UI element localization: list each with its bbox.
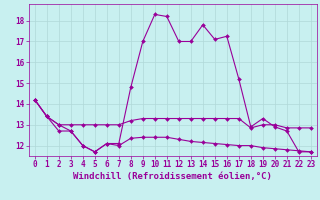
X-axis label: Windchill (Refroidissement éolien,°C): Windchill (Refroidissement éolien,°C) xyxy=(73,172,272,181)
